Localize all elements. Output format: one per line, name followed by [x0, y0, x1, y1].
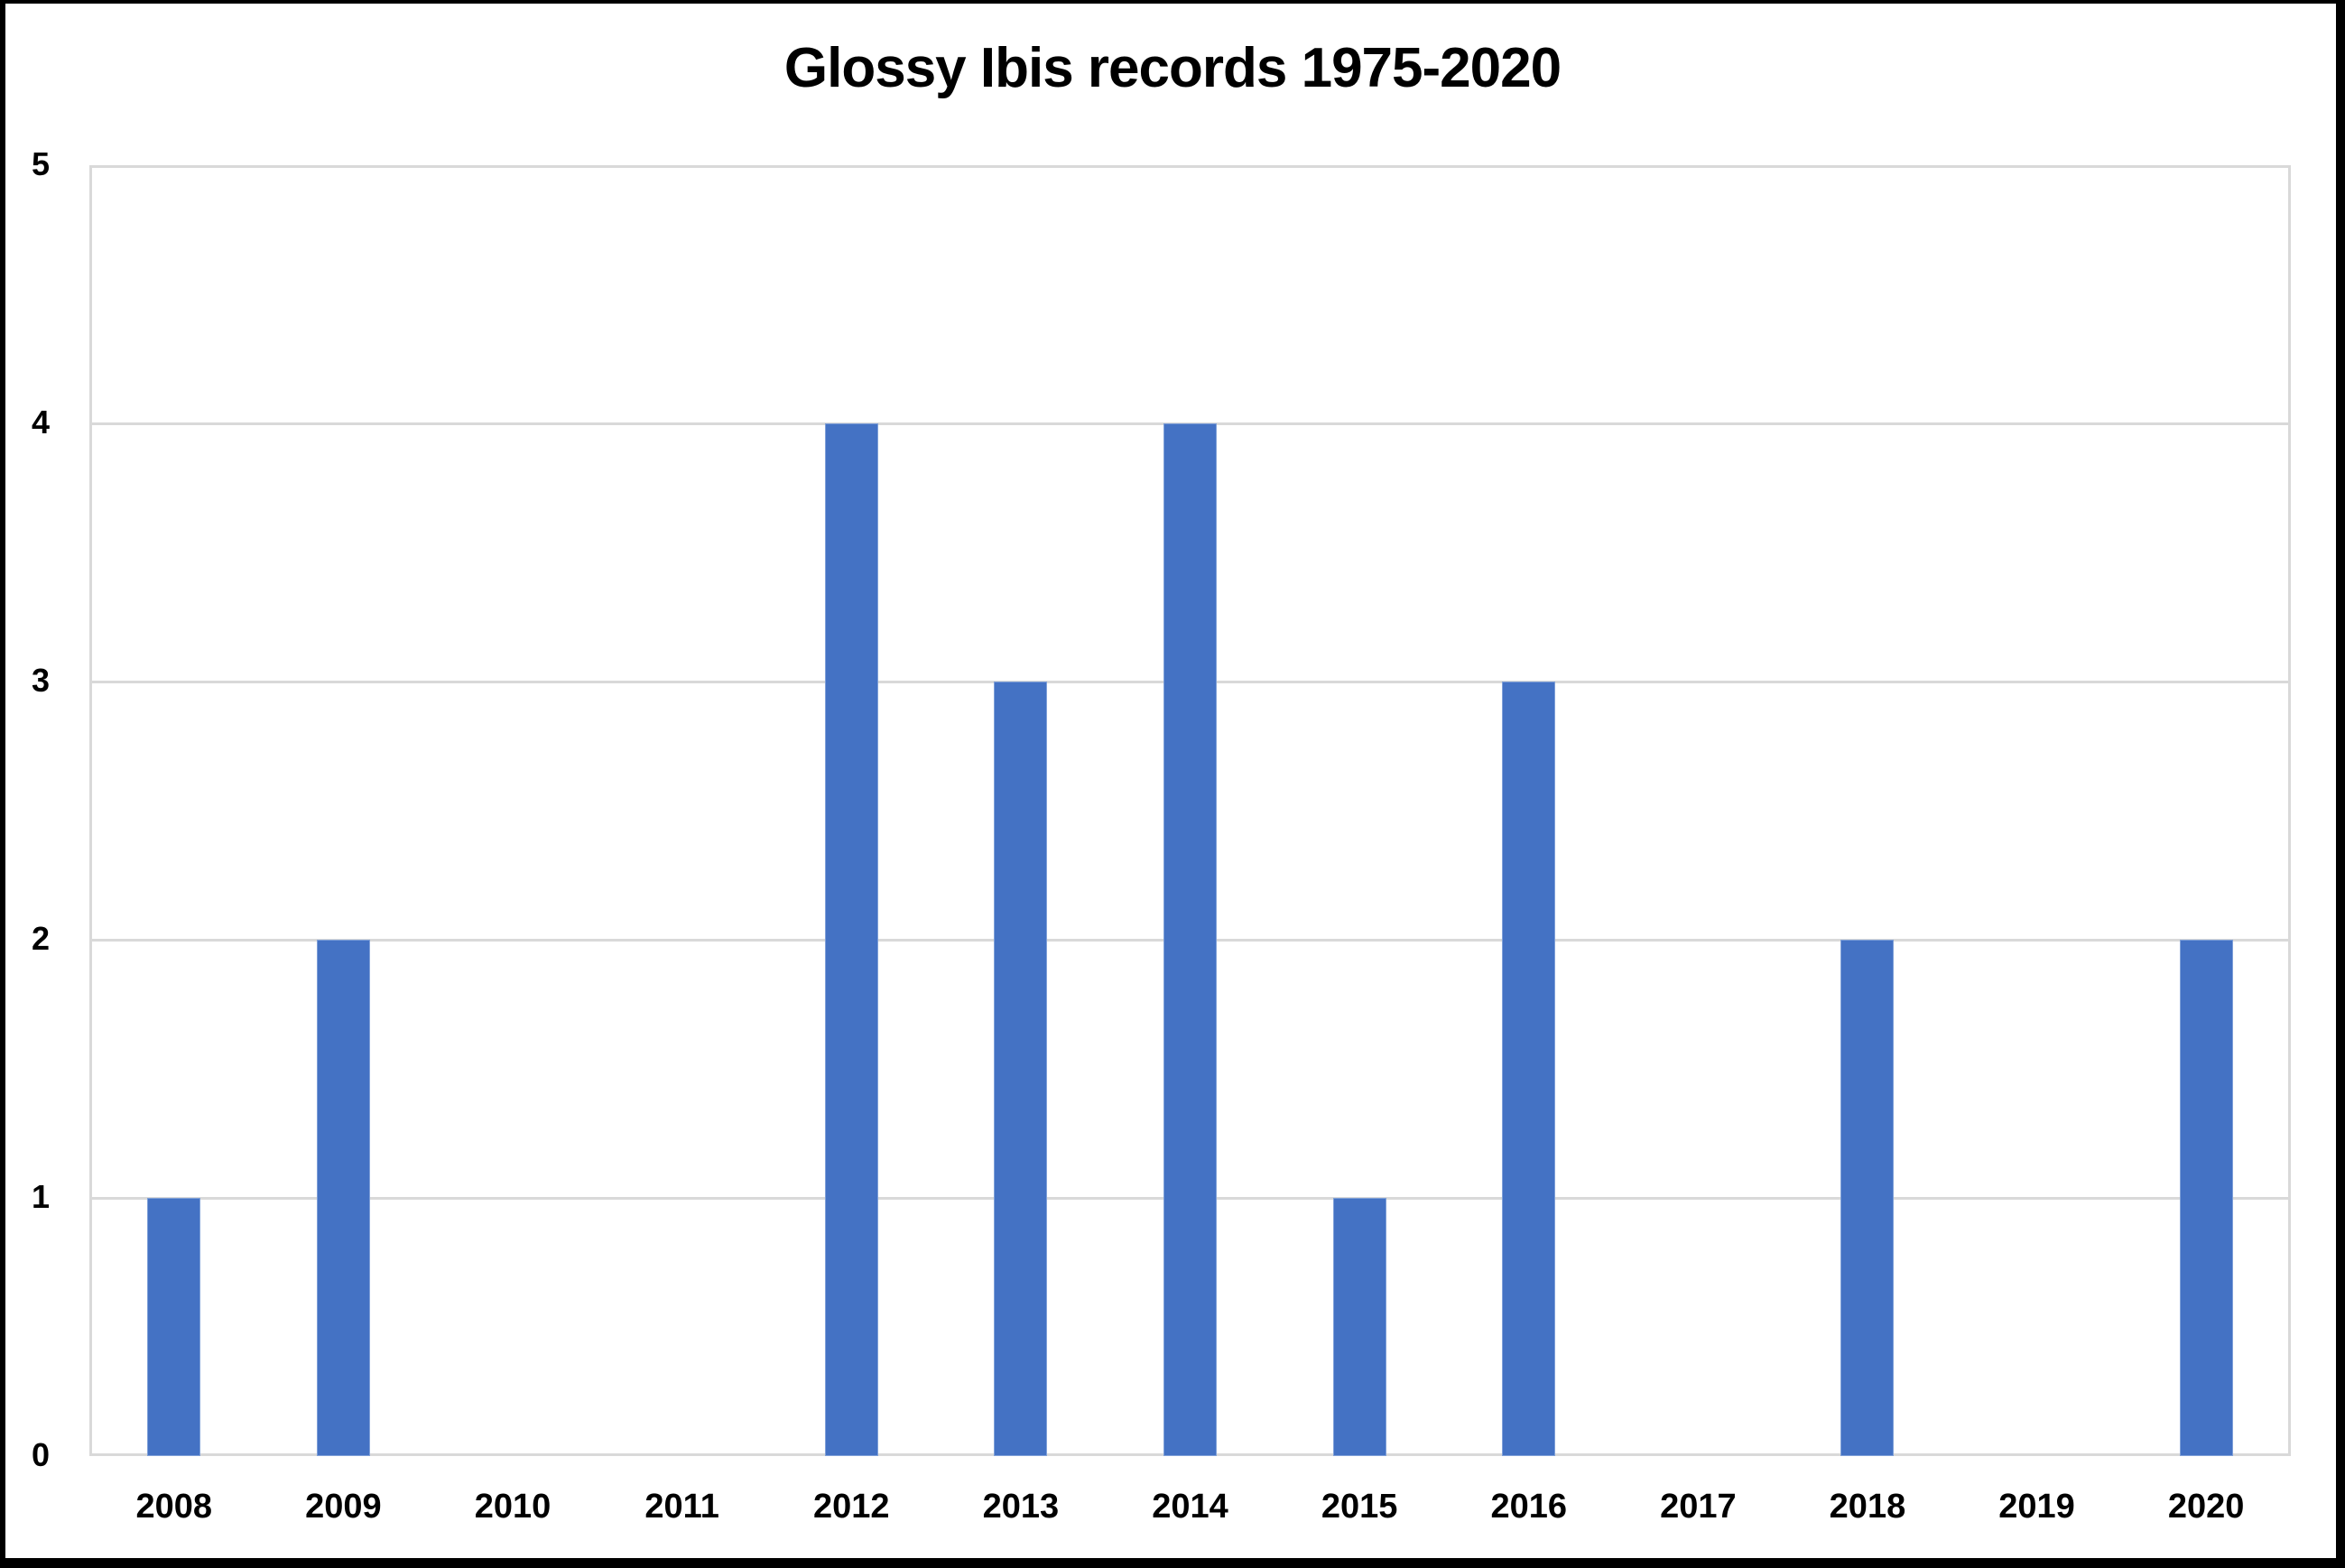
bar-2015: [1332, 1198, 1386, 1456]
bar-2014: [1163, 423, 1217, 1456]
y-tick-label: 1: [31, 1178, 51, 1215]
x-tick-label: 2017: [1660, 1488, 1737, 1526]
y-tick-label: 5: [31, 145, 51, 182]
bar-2009: [316, 940, 370, 1456]
x-tick-label: 2012: [812, 1488, 890, 1526]
x-tick-label: 2008: [135, 1488, 213, 1526]
bar-2012: [824, 423, 878, 1456]
x-tick-label: 2011: [644, 1488, 719, 1526]
x-tick-label: 2009: [305, 1488, 382, 1526]
y-tick-label: 3: [31, 662, 51, 699]
bar-2016: [1502, 682, 1556, 1456]
x-tick-label: 2020: [2167, 1488, 2245, 1526]
x-tick-label: 2014: [1152, 1488, 1228, 1526]
x-tick-label: 2010: [474, 1488, 551, 1526]
bar-2013: [994, 682, 1048, 1456]
x-tick-label: 2019: [1998, 1488, 2075, 1526]
x-tick-label: 2016: [1490, 1488, 1567, 1526]
x-tick-label: 2015: [1321, 1488, 1398, 1526]
chart-title: Glossy Ibis records 1975-2020: [783, 37, 1562, 99]
y-tick-label: 2: [31, 920, 51, 957]
y-tick-label: 4: [31, 404, 51, 441]
bar-2020: [2179, 940, 2233, 1456]
y-tick-label: 0: [31, 1436, 51, 1473]
bar-2008: [147, 1198, 201, 1456]
bar-2018: [1840, 940, 1895, 1456]
x-tick-label: 2018: [1829, 1488, 1906, 1526]
x-tick-label: 2013: [982, 1488, 1060, 1526]
